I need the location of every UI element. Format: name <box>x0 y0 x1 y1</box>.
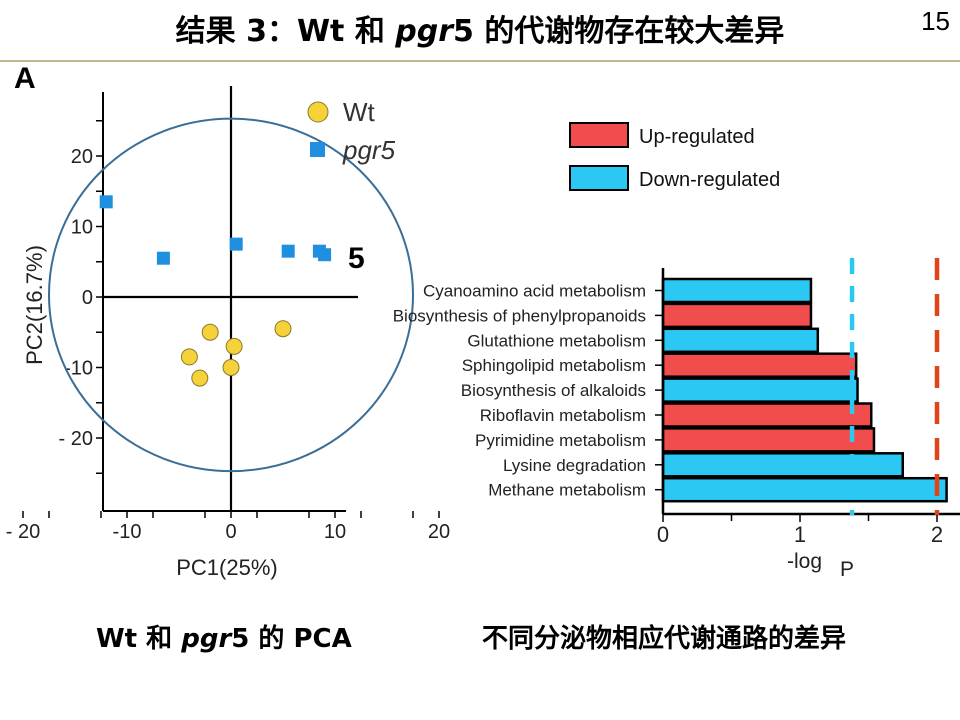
slide-title: 结果 3：Wt 和 pgr5 的代谢物存在较大差异 <box>175 14 785 49</box>
x-tick-label: 0 <box>225 521 236 543</box>
category-label: Glutathione metabolism <box>467 331 646 350</box>
y-tick-label: 0 <box>82 287 93 309</box>
pathway-bar <box>661 302 813 329</box>
confidence-ellipse <box>48 117 414 473</box>
y-tick-label: -10 <box>64 358 93 380</box>
category-label: Cyanoamino acid metabolism <box>423 282 646 301</box>
legend-up-swatch <box>569 122 629 148</box>
pathway-bar <box>661 377 859 403</box>
pathway-bar <box>661 402 873 428</box>
bar-x-axis-label-part: -log <box>787 550 822 573</box>
pca-caption: Wt 和 pgr5 的 PCA <box>96 624 352 654</box>
wt-data-point <box>222 359 240 376</box>
wt-data-point <box>274 320 292 338</box>
wt-data-point <box>191 369 209 387</box>
title-divider <box>0 60 960 62</box>
pgr5-data-point <box>99 195 113 209</box>
pgr5-data-point <box>229 237 243 251</box>
bar-x-tick-label: 1 <box>794 522 806 547</box>
category-label: Sphingolipid metabolism <box>462 356 646 375</box>
stray-glyph: 5 <box>348 242 365 275</box>
x-tick-label: - 20 <box>6 521 40 543</box>
wt-data-point <box>201 323 219 341</box>
pgr5-data-point <box>156 251 170 265</box>
x-axis-label: PC1(25%) <box>176 555 277 580</box>
x-tick-label: -10 <box>113 521 142 543</box>
category-label: Biosynthesis of phenylpropanoids <box>393 306 646 325</box>
legend-down-swatch <box>569 165 629 191</box>
pathway-bar <box>661 452 904 478</box>
wt-data-point <box>225 337 243 355</box>
pathway-bar <box>661 327 820 354</box>
legend-pgr5-marker <box>310 142 325 157</box>
y-tick-label: 10 <box>71 217 93 239</box>
legend-down-label: Down-regulated <box>639 169 780 191</box>
legend-up-label: Up-regulated <box>639 126 755 148</box>
pathway-caption: 不同分泌物相应代谢通路的差异 <box>482 624 847 654</box>
y-tick-label: 20 <box>71 146 93 168</box>
pathway-bar <box>661 476 948 503</box>
bar-x-axis-label-part: P <box>840 558 854 581</box>
bar-x-tick-label: 0 <box>657 522 669 547</box>
legend-wt-label: Wt <box>343 97 376 127</box>
pathway-bar <box>661 277 813 304</box>
category-label: Riboflavin metabolism <box>480 406 646 425</box>
pgr5-data-point <box>281 244 295 258</box>
wt-data-point <box>180 348 198 366</box>
page-number: 15 <box>921 6 950 36</box>
x-tick-label: 10 <box>324 521 346 543</box>
pgr5-data-point <box>318 248 332 262</box>
y-axis-label: PC2(16.7%) <box>22 245 47 365</box>
legend-wt-marker <box>307 101 329 123</box>
x-tick-label: 20 <box>428 521 450 543</box>
category-label: Lysine degradation <box>503 456 646 475</box>
panel-label: A <box>14 62 36 95</box>
category-label: Biosynthesis of alkaloids <box>461 381 646 400</box>
pathway-bar <box>661 427 876 453</box>
y-tick-label: - 20 <box>59 428 93 450</box>
category-label: Pyrimidine metabolism <box>475 431 646 450</box>
legend-pgr5-label: pgr5 <box>342 135 396 165</box>
category-label: Methane metabolism <box>488 481 646 500</box>
bar-x-tick-label: 2 <box>931 522 943 547</box>
pathway-bar <box>661 352 858 378</box>
